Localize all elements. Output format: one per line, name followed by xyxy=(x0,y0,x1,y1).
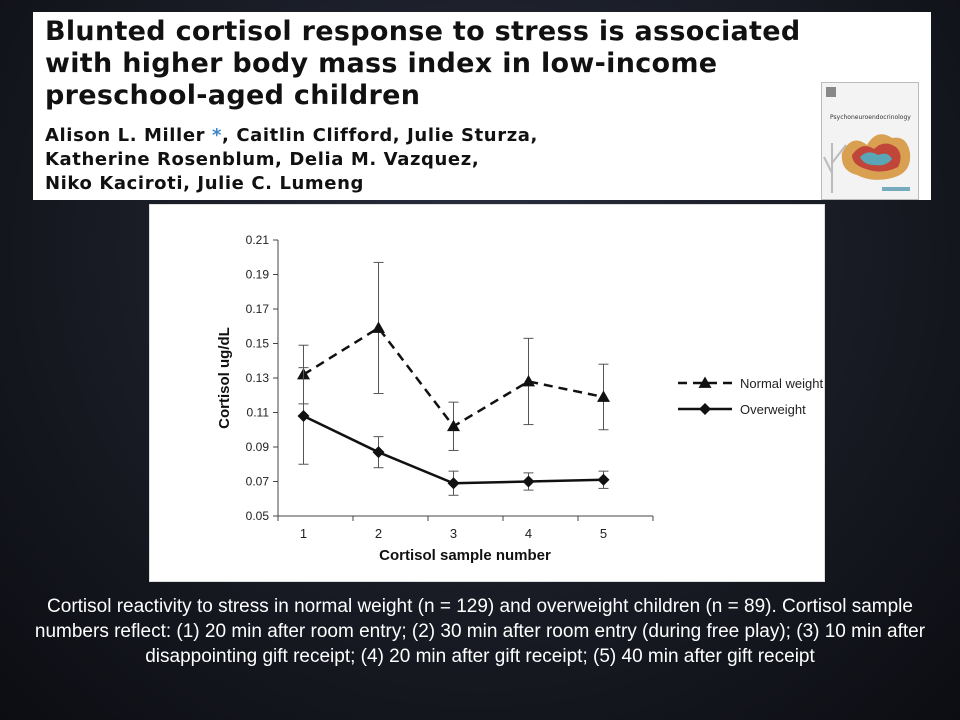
data-point-triangle xyxy=(597,390,610,402)
data-point-triangle xyxy=(447,419,460,432)
journal-cover-title: Psychoneuroendocrinology xyxy=(830,114,911,121)
y-tick-label: 0.17 xyxy=(246,302,270,316)
x-ticks: 1 2 3 4 5 xyxy=(277,516,654,541)
series-overweight xyxy=(297,367,610,496)
y-tick-label: 0.05 xyxy=(246,509,270,523)
data-point-diamond xyxy=(372,446,385,459)
y-tick-label: 0.15 xyxy=(246,337,270,351)
corresponding-author-asterisk[interactable]: * xyxy=(212,125,223,146)
legend-label: Overweight xyxy=(740,402,806,417)
data-point-diamond xyxy=(447,477,460,490)
x-tick-label: 2 xyxy=(375,526,382,541)
author-first: Alison L. Miller xyxy=(45,125,206,146)
series-layer xyxy=(297,261,610,496)
y-ticks: 0.21 0.19 0.17 0.15 0.13 0.11 0.09 0.07 0.05 xyxy=(246,233,278,523)
journal-cover-image: Psychoneuroendocrinology xyxy=(821,82,919,200)
x-tick-label: 1 xyxy=(300,526,307,541)
chart-panel: 0.21 0.19 0.17 0.15 0.13 0.11 0.09 0.07 0.05 1 2 3… xyxy=(149,204,825,582)
figure-caption: Cortisol reactivity to stress in normal … xyxy=(34,596,926,667)
journal-cover-art: Psychoneuroendocrinology xyxy=(822,83,918,199)
authors-line3: Niko Kaciroti, Julie C. Lumeng xyxy=(45,173,364,194)
legend-marker-triangle xyxy=(698,376,712,388)
legend-marker-diamond xyxy=(699,403,711,415)
x-axis-label: Cortisol sample number xyxy=(379,547,551,564)
authors-line2: Katherine Rosenblum, Delia M. Vazquez, xyxy=(45,149,480,170)
y-tick-label: 0.13 xyxy=(246,371,270,385)
chart-legend: Normal weight Overweight xyxy=(678,376,823,417)
data-point-diamond xyxy=(522,475,535,488)
data-point-diamond xyxy=(297,409,310,422)
y-tick-label: 0.19 xyxy=(246,268,270,282)
cortisol-line-chart: 0.21 0.19 0.17 0.15 0.13 0.11 0.09 0.07 0.05 1 2 3… xyxy=(216,233,823,564)
x-tick-label: 5 xyxy=(600,526,607,541)
data-point-diamond xyxy=(597,473,610,486)
legend-label: Normal weight xyxy=(740,376,823,391)
y-tick-label: 0.07 xyxy=(246,475,270,489)
y-tick-label: 0.09 xyxy=(246,440,270,454)
paper-header: Blunted cortisol response to stress is a… xyxy=(33,12,931,200)
chart-axes xyxy=(277,240,653,517)
x-tick-label: 3 xyxy=(450,526,457,541)
data-point-triangle xyxy=(372,321,385,333)
x-tick-label: 4 xyxy=(525,526,532,541)
paper-authors: Alison L. Miller *, Caitlin Clifford, Ju… xyxy=(45,124,805,196)
y-tick-label: 0.11 xyxy=(247,406,270,420)
authors-line1-rest: , Caitlin Clifford, Julie Sturza, xyxy=(222,125,538,146)
y-tick-label: 0.21 xyxy=(246,233,270,247)
data-point-triangle xyxy=(522,374,535,387)
y-axis-label: Cortisol ug/dL xyxy=(216,327,233,429)
series-normal-weight xyxy=(297,261,610,451)
paper-title: Blunted cortisol response to stress is a… xyxy=(45,16,801,111)
